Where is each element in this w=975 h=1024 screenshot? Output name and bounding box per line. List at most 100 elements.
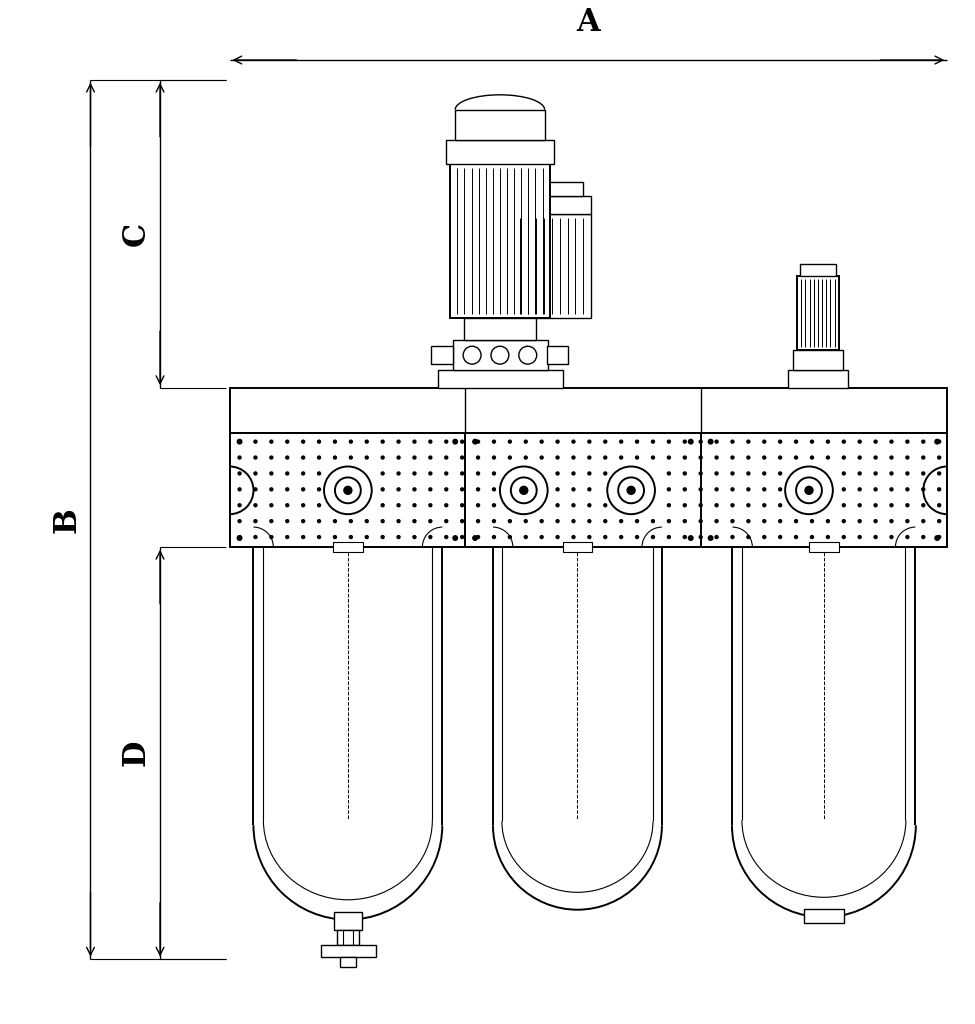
Circle shape (857, 471, 862, 475)
Circle shape (708, 536, 714, 541)
Circle shape (587, 439, 592, 443)
Circle shape (746, 456, 751, 460)
Circle shape (317, 439, 321, 443)
Circle shape (301, 487, 305, 492)
Circle shape (715, 439, 719, 443)
Circle shape (254, 439, 257, 443)
Circle shape (746, 487, 751, 492)
Circle shape (269, 519, 274, 523)
Circle shape (412, 487, 416, 492)
Circle shape (810, 535, 814, 540)
Circle shape (635, 535, 640, 540)
Circle shape (412, 503, 416, 508)
Circle shape (667, 487, 671, 492)
Bar (809, 542, 838, 552)
Circle shape (491, 456, 496, 460)
Circle shape (571, 519, 575, 523)
Circle shape (604, 503, 607, 508)
Circle shape (500, 467, 548, 514)
Circle shape (841, 519, 846, 523)
Circle shape (667, 535, 671, 540)
Circle shape (254, 487, 257, 492)
Circle shape (524, 519, 527, 523)
Circle shape (841, 503, 846, 508)
Circle shape (937, 471, 942, 475)
Circle shape (905, 456, 910, 460)
Circle shape (254, 535, 257, 540)
Bar (455, 110, 545, 139)
Circle shape (857, 519, 862, 523)
Circle shape (365, 456, 369, 460)
Circle shape (715, 535, 719, 540)
Circle shape (857, 439, 862, 443)
Circle shape (937, 519, 942, 523)
Circle shape (397, 456, 401, 460)
Circle shape (778, 471, 782, 475)
Circle shape (889, 456, 894, 460)
Circle shape (285, 439, 290, 443)
Bar (333, 542, 363, 552)
Circle shape (921, 471, 925, 475)
Circle shape (619, 535, 623, 540)
Circle shape (604, 456, 607, 460)
Circle shape (778, 487, 782, 492)
Circle shape (460, 439, 464, 443)
Circle shape (491, 439, 496, 443)
Text: D: D (121, 740, 152, 766)
Circle shape (428, 471, 433, 475)
Circle shape (650, 535, 655, 540)
Circle shape (778, 503, 782, 508)
Circle shape (571, 471, 575, 475)
Circle shape (472, 438, 478, 444)
Circle shape (857, 535, 862, 540)
Circle shape (269, 471, 274, 475)
Circle shape (667, 471, 671, 475)
Circle shape (650, 439, 655, 443)
Circle shape (889, 439, 894, 443)
Circle shape (237, 487, 242, 492)
Circle shape (889, 535, 894, 540)
Circle shape (269, 535, 274, 540)
Bar (800, 264, 836, 275)
Circle shape (539, 535, 544, 540)
Circle shape (587, 487, 592, 492)
Circle shape (460, 471, 464, 475)
Bar (804, 908, 843, 923)
Circle shape (344, 486, 352, 495)
Circle shape (571, 503, 575, 508)
Circle shape (587, 471, 592, 475)
Circle shape (698, 456, 703, 460)
Circle shape (556, 535, 560, 540)
Circle shape (397, 487, 401, 492)
Circle shape (285, 471, 290, 475)
Circle shape (301, 439, 305, 443)
Circle shape (452, 438, 458, 444)
Circle shape (934, 438, 940, 444)
Bar (321, 945, 375, 957)
Circle shape (397, 439, 401, 443)
Circle shape (444, 439, 448, 443)
Circle shape (324, 467, 371, 514)
Circle shape (874, 519, 878, 523)
Circle shape (889, 471, 894, 475)
Circle shape (794, 519, 799, 523)
Circle shape (841, 439, 846, 443)
Circle shape (571, 487, 575, 492)
Circle shape (715, 487, 719, 492)
Circle shape (519, 346, 536, 365)
Circle shape (841, 487, 846, 492)
Circle shape (444, 519, 448, 523)
Circle shape (810, 519, 814, 523)
Circle shape (762, 487, 766, 492)
Circle shape (254, 519, 257, 523)
Circle shape (365, 519, 369, 523)
Circle shape (778, 439, 782, 443)
Circle shape (317, 487, 321, 492)
Circle shape (301, 535, 305, 540)
Circle shape (937, 487, 942, 492)
Text: B: B (51, 507, 82, 532)
Circle shape (332, 535, 337, 540)
Circle shape (607, 467, 655, 514)
Circle shape (460, 456, 464, 460)
Circle shape (452, 536, 458, 541)
